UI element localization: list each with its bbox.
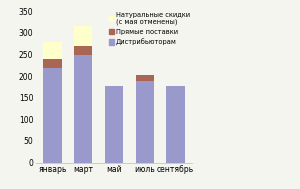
Bar	[43, 67, 62, 163]
Bar	[105, 86, 123, 163]
Bar	[74, 26, 92, 46]
Bar	[136, 81, 154, 163]
Bar	[43, 42, 62, 59]
Bar	[74, 55, 92, 163]
Bar	[43, 59, 62, 67]
Bar	[167, 86, 185, 163]
Bar	[136, 75, 154, 81]
Bar	[74, 46, 92, 55]
Legend: Натуральные скидки
(с мая отменены), Прямые поставки, Дистрибьюторам: Натуральные скидки (с мая отменены), Пря…	[109, 12, 190, 45]
